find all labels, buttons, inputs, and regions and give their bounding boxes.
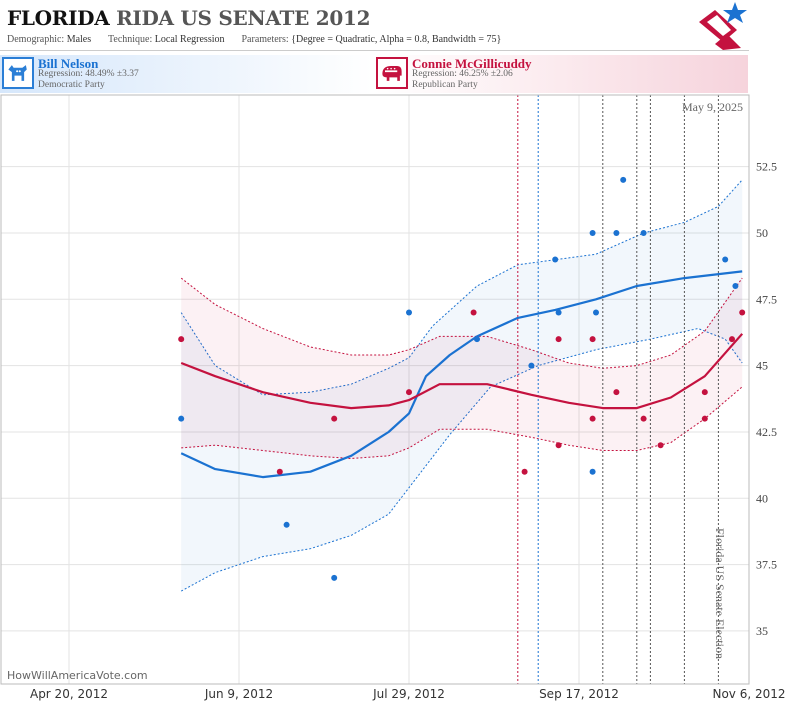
data-point-dem [474, 336, 480, 343]
candidate-card-rep[interactable]: Connie McGillicuddy Regression: 46.25% ±… [374, 55, 748, 93]
watermark: HowWillAmericaVote.com [7, 669, 148, 682]
y-tick-label: 50 [756, 226, 768, 240]
candidate-name-rep: Connie McGillicuddy [412, 56, 532, 71]
y-tick-label: 42.5 [756, 425, 777, 439]
band-upper-dem [180, 179, 743, 396]
band-upper-rep [180, 277, 743, 369]
y-tick-label: 37.5 [756, 558, 777, 572]
confidence-bands [180, 179, 743, 592]
data-point-dem [528, 362, 535, 369]
candidate-regression-dem: Regression: 48.49% ±3.37 [38, 69, 139, 79]
band-fill-dem [181, 179, 743, 592]
header-divider [0, 50, 749, 51]
parameters-value: {Degree = Quadratic, Alpha = 0.8, Bandwi… [291, 34, 502, 45]
x-tick-label: Jul 29, 2012 [372, 687, 445, 701]
header: FLORIDA RIDA US SENATE 2012 Demographic:… [0, 0, 749, 52]
election-label: Florida US Senate Election [713, 528, 727, 659]
data-point-rep [178, 336, 185, 343]
parameters-line: Demographic: Males Technique: Local Regr… [7, 34, 501, 45]
data-point-dem [283, 521, 290, 528]
data-point-rep [555, 336, 562, 343]
date-stamp: May 9, 2025 [682, 100, 743, 114]
data-point-rep [470, 309, 477, 316]
y-tick-label: 47.5 [756, 292, 777, 306]
parameters-label: Parameters: [241, 34, 289, 45]
data-point-dem [555, 309, 562, 316]
data-point-rep [521, 468, 528, 475]
candidate-regression-rep: Regression: 46.25% ±2.06 [412, 69, 513, 79]
data-point-rep [589, 415, 596, 422]
data-point-rep [613, 389, 620, 396]
x-tick-label: Sep 17, 2012 [539, 687, 619, 701]
data-point-dem [331, 574, 338, 581]
data-point-dem [613, 229, 620, 236]
elephant-icon [376, 57, 408, 89]
data-point-rep [276, 468, 283, 475]
data-point-rep [739, 309, 746, 316]
band-lower-dem [180, 327, 743, 592]
data-point-rep [657, 442, 664, 449]
data-point-dem [178, 415, 185, 422]
data-point-rep [589, 336, 596, 343]
x-tick-label: Apr 20, 2012 [30, 687, 108, 701]
data-point-dem [620, 176, 627, 183]
y-tick-label: 35 [756, 624, 768, 638]
band-fill-rep [181, 278, 743, 459]
candidate-party-dem: Democratic Party [38, 80, 105, 90]
plot-frame [0, 94, 750, 685]
site-logo[interactable] [697, 0, 749, 52]
candidate-name-dem: Bill Nelson [38, 56, 99, 71]
data-point-rep [406, 389, 412, 396]
y-tick-label: 40 [756, 491, 768, 505]
y-tick-label: 45 [756, 359, 768, 373]
data-point-dem [552, 256, 559, 263]
poll-points [178, 176, 746, 581]
x-tick-label: Jun 9, 2012 [204, 687, 273, 701]
title-race: RIDA US SENATE 2012 [116, 6, 371, 30]
fit-line-rep [180, 333, 744, 410]
band-lower-rep [181, 386, 743, 460]
candidate-party-rep: Republican Party [412, 80, 478, 90]
donkey-icon [2, 57, 34, 89]
data-point-dem [593, 309, 599, 316]
data-point-dem [589, 229, 596, 236]
data-point-rep [729, 336, 735, 343]
demographic-label: Demographic: [7, 34, 65, 45]
data-point-dem [732, 283, 739, 290]
technique-label: Technique: [107, 34, 153, 45]
data-point-dem [589, 468, 596, 475]
demographic-value: Males [66, 34, 92, 45]
technique-value: Local Regression [154, 34, 225, 45]
data-point-rep [555, 442, 562, 449]
fit-line-dem [180, 270, 743, 479]
data-point-dem [640, 229, 647, 236]
regression-lines [180, 270, 744, 479]
y-tick-label: 52.5 [756, 160, 777, 174]
data-point-rep [331, 415, 338, 422]
title-state: FLORIDA [7, 6, 110, 30]
data-point-rep [640, 415, 647, 422]
data-point-dem [722, 256, 729, 263]
data-point-dem [406, 309, 412, 316]
data-point-rep [701, 389, 708, 396]
x-tick-label: Nov 6, 2012 [712, 687, 785, 701]
axis-labels: 35 37.5 40 42.5 45 47.5 50 52.5 Apr 20, 2012 Jun … [30, 160, 786, 701]
page-title: FLORIDA RIDA US SENATE 2012 [7, 6, 371, 30]
candidate-card-dem[interactable]: Bill Nelson Regression: 48.49% ±3.37 Dem… [0, 55, 374, 93]
data-point-rep [701, 415, 708, 422]
